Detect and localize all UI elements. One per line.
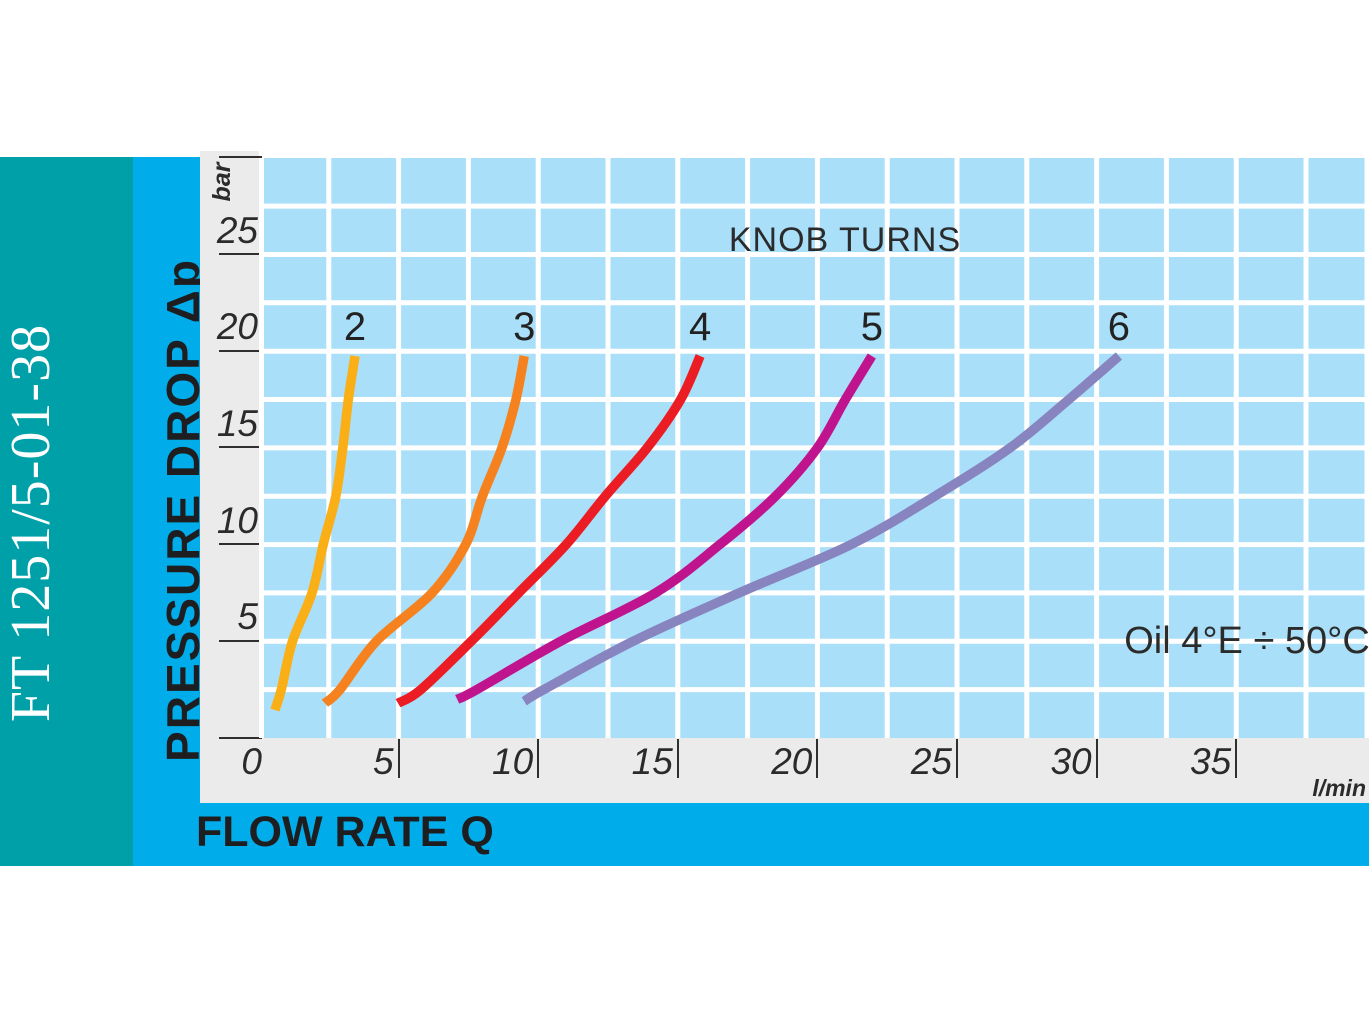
x-axis-gutter xyxy=(200,738,1369,803)
x-axis-title: FLOW RATE Q xyxy=(196,808,494,856)
y-tick-25 xyxy=(219,253,262,255)
x-tick-15 xyxy=(676,739,679,778)
curve-label-3: 3 xyxy=(513,305,536,350)
pressure-drop-flow-chart xyxy=(259,158,1369,738)
x-tick-25 xyxy=(956,739,958,778)
x-tick-label-5: 5 xyxy=(373,741,394,782)
y-tick-label-10: 10 xyxy=(216,499,258,541)
x-tick-label-15: 15 xyxy=(631,741,673,782)
x-axis-unit-label: l/min xyxy=(1312,775,1366,801)
x-tick-label-0: 0 xyxy=(241,741,262,782)
x-tick-5 xyxy=(397,739,400,778)
y-tick-10 xyxy=(219,543,262,546)
curve-knob-turns-3 xyxy=(321,355,529,707)
x-axis-title-band xyxy=(133,803,1369,866)
x-tick-10 xyxy=(537,739,540,778)
document-code-sidebar: FT 1251/5-01-38 xyxy=(0,157,133,866)
curve-knob-turns-6 xyxy=(521,352,1123,706)
x-tick-35 xyxy=(1235,739,1238,778)
x-tick-20 xyxy=(816,739,819,778)
y-tick-0 xyxy=(219,736,262,739)
curve-knob-turns-4 xyxy=(395,354,705,708)
document-code: FT 1251/5-01-38 xyxy=(0,323,62,723)
curve-label-6: 6 xyxy=(1107,305,1131,350)
curve-label-4: 4 xyxy=(689,305,712,350)
y-tick-label-20: 20 xyxy=(216,306,258,348)
legend-title: KNOB TURNS xyxy=(728,221,962,259)
y-tick-label-5: 5 xyxy=(237,596,258,638)
oil-viscosity-note: Oil 4°E ÷ 50°C xyxy=(1124,620,1369,662)
y-tick-label-15: 15 xyxy=(216,402,258,444)
y-tick-label-25: 25 xyxy=(216,209,258,251)
y-tick-30 xyxy=(219,156,262,159)
x-tick-30 xyxy=(1095,739,1098,778)
curve-knob-turns-2 xyxy=(270,355,360,712)
y-tick-5 xyxy=(219,639,262,642)
x-tick-label-30: 30 xyxy=(1050,741,1092,782)
curve-knob-turns-5 xyxy=(455,353,876,704)
y-axis-title-band xyxy=(133,157,200,803)
x-tick-label-20: 20 xyxy=(771,741,813,782)
x-tick-label-35: 35 xyxy=(1190,741,1232,782)
curve-label-5: 5 xyxy=(860,305,883,350)
y-tick-20 xyxy=(219,349,262,352)
x-tick-label-25: 25 xyxy=(910,741,952,782)
y-tick-15 xyxy=(219,446,262,449)
chart-plot-area: KNOB TURNS Oil 4°E ÷ 50°C 2 3 4 5 6 xyxy=(259,158,1369,738)
x-tick-label-10: 10 xyxy=(492,741,534,782)
curve-label-2: 2 xyxy=(343,305,367,350)
